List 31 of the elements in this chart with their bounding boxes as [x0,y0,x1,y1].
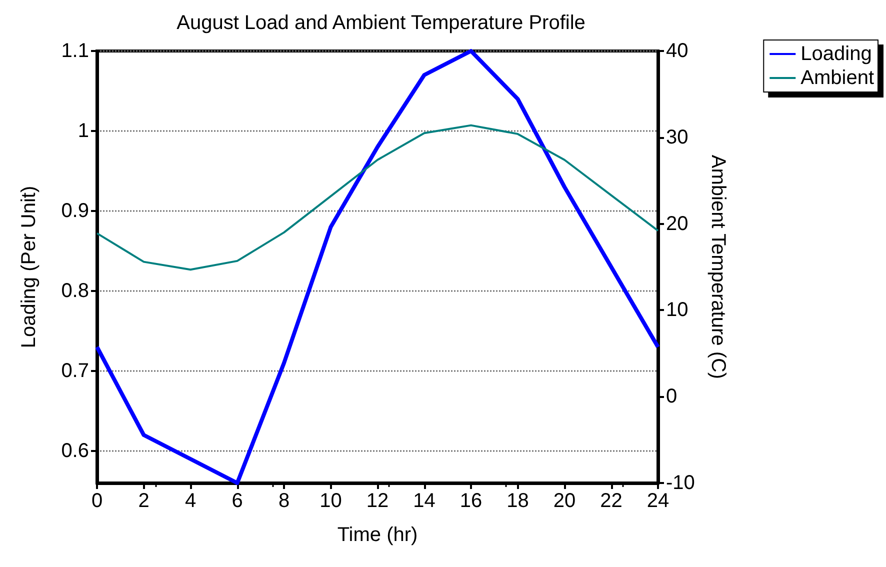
x-tick-label: 14 [413,490,436,512]
y-tick-label: 0.9 [61,200,89,222]
y2-tick-label: 0 [666,386,678,408]
y2-tick-label: 10 [666,299,688,322]
x-tick-label: 8 [278,490,290,512]
legend-label: Loading [800,43,872,65]
x-tick-label: 18 [506,490,529,512]
y2-tick-label: 40 [666,40,688,62]
x-tick-label: 22 [600,490,622,512]
x-tick-label: 20 [553,490,576,512]
y2-tick-label: 20 [666,212,688,235]
line-series [96,124,659,271]
x-tick-label: 2 [138,490,150,512]
x-tick-label: 6 [232,490,243,512]
y-tick-label: 1 [78,120,89,142]
y-tick-label: 0.6 [61,440,89,462]
y-tick-label: 0.8 [61,280,89,302]
x-tick-label: 10 [320,490,342,512]
x-tick-label: 12 [366,490,389,512]
y2-tick-label: 30 [666,126,688,148]
y-tick-label: 0.7 [61,360,89,382]
x-tick-label: 16 [460,490,482,512]
y-tick-label: 1.1 [61,40,89,62]
chart-title: August Load and Ambient Temperature Profile [176,12,586,34]
legend-label: Ambient [800,67,874,89]
y-axis-title: Loading (Per Unit) [18,186,40,348]
x-tick-label: 0 [91,490,103,512]
x-tick-label: 4 [184,490,196,512]
x-axis-title: Time (hr) [337,524,418,546]
line-series [95,49,660,485]
y2-axis-title: Ambient Temperature (C) [707,154,729,380]
